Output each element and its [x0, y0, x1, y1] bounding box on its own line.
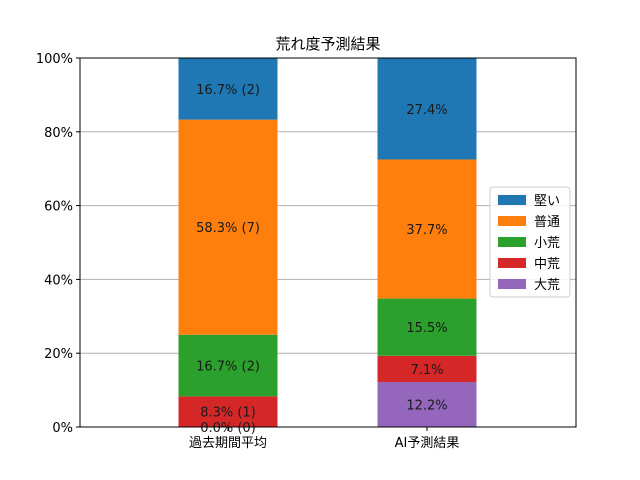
data-label: 7.1% — [410, 363, 443, 378]
y-tick-label: 0% — [52, 421, 73, 436]
bar-segment — [377, 381, 477, 427]
data-label: 58.3% (7) — [196, 221, 260, 236]
legend-swatch — [498, 237, 526, 247]
x-tick-label: AI予測結果 — [395, 436, 460, 451]
bar-segment — [377, 298, 477, 356]
legend-swatch — [498, 216, 526, 226]
legend-swatch — [498, 195, 526, 205]
legend-label: 小荒 — [534, 236, 560, 251]
y-tick-label: 80% — [44, 126, 73, 141]
bar-segment — [377, 159, 477, 299]
data-label: 8.3% (1) — [200, 406, 256, 421]
bar-segment — [178, 58, 278, 120]
y-tick-label: 60% — [44, 200, 73, 215]
legend-label: 大荒 — [534, 278, 560, 293]
legend-label: 普通 — [534, 215, 560, 230]
y-tick-label: 20% — [44, 347, 73, 362]
y-tick-label: 100% — [36, 52, 73, 67]
data-label: 12.2% — [406, 398, 447, 413]
bar-segment — [178, 334, 278, 397]
segment-labels: 0.0% (0)8.3% (1)16.7% (2)58.3% (7)16.7% … — [196, 83, 448, 436]
x-tick-label: 過去期間平均 — [189, 436, 267, 451]
y-axis: 0% 20% 40% 60% 80% 100% — [36, 52, 80, 436]
data-label: 15.5% — [406, 321, 447, 336]
legend-label: 堅い — [534, 194, 560, 209]
data-label: 16.7% (2) — [196, 83, 260, 98]
legend-box — [489, 186, 571, 298]
y-tick-label: 40% — [44, 273, 73, 288]
bars — [178, 58, 477, 427]
data-label: 37.7% — [406, 223, 447, 238]
bar-segment — [377, 355, 477, 382]
legend-swatch — [498, 258, 526, 268]
chart-title: 荒れ度予測結果 — [275, 35, 380, 53]
data-label: 27.4% — [406, 103, 447, 118]
bar-segment — [178, 396, 278, 427]
bar-segment — [377, 58, 477, 160]
x-axis: 過去期間平均 AI予測結果 — [189, 427, 459, 451]
data-label: 16.7% (2) — [196, 360, 260, 375]
legend-label: 中荒 — [534, 257, 560, 272]
legend-swatch — [498, 279, 526, 289]
bar-segment — [178, 119, 278, 335]
plot-frame — [79, 57, 577, 428]
